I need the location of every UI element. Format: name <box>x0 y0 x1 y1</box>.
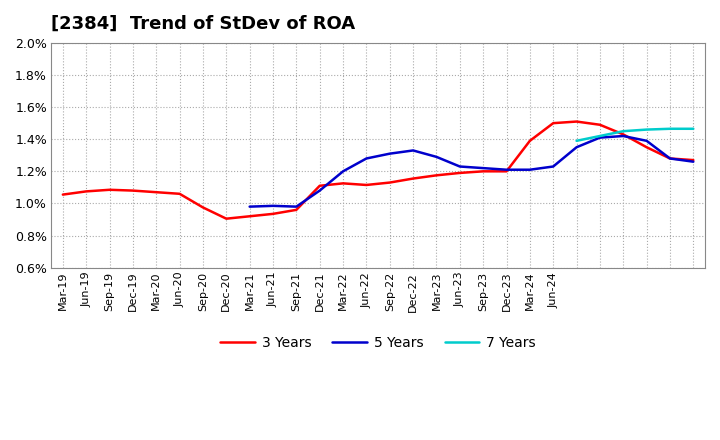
7 Years <box>572 138 581 143</box>
5 Years <box>479 165 487 171</box>
3 Years <box>595 122 604 128</box>
5 Years <box>549 164 557 169</box>
3 Years <box>315 183 324 188</box>
5 Years <box>502 167 510 172</box>
3 Years <box>152 190 161 195</box>
3 Years <box>409 176 418 181</box>
5 Years <box>642 138 651 143</box>
3 Years <box>666 156 675 161</box>
3 Years <box>456 170 464 176</box>
3 Years <box>199 205 207 210</box>
5 Years <box>315 188 324 193</box>
7 Years <box>642 127 651 132</box>
7 Years <box>595 133 604 139</box>
3 Years <box>502 169 510 174</box>
5 Years <box>362 156 371 161</box>
5 Years <box>572 145 581 150</box>
3 Years <box>338 181 347 186</box>
3 Years <box>479 169 487 174</box>
3 Years <box>526 138 534 143</box>
5 Years <box>246 204 254 209</box>
3 Years <box>129 188 138 193</box>
3 Years <box>549 121 557 126</box>
Line: 5 Years: 5 Years <box>250 136 693 207</box>
5 Years <box>619 133 628 139</box>
3 Years <box>432 172 441 178</box>
Line: 3 Years: 3 Years <box>63 121 693 219</box>
5 Years <box>526 167 534 172</box>
3 Years <box>385 180 394 185</box>
5 Years <box>432 154 441 160</box>
Text: [2384]  Trend of StDev of ROA: [2384] Trend of StDev of ROA <box>51 15 355 33</box>
Line: 7 Years: 7 Years <box>577 129 693 141</box>
5 Years <box>292 204 301 209</box>
7 Years <box>619 128 628 134</box>
7 Years <box>666 126 675 132</box>
3 Years <box>619 132 628 137</box>
3 Years <box>269 211 277 216</box>
3 Years <box>58 192 67 197</box>
5 Years <box>666 156 675 161</box>
3 Years <box>222 216 230 221</box>
5 Years <box>595 135 604 140</box>
5 Years <box>385 151 394 156</box>
3 Years <box>82 189 91 194</box>
5 Years <box>269 203 277 209</box>
7 Years <box>689 126 698 132</box>
5 Years <box>409 148 418 153</box>
3 Years <box>246 214 254 219</box>
3 Years <box>572 119 581 124</box>
3 Years <box>175 191 184 196</box>
3 Years <box>642 145 651 150</box>
5 Years <box>456 164 464 169</box>
3 Years <box>105 187 114 192</box>
3 Years <box>689 158 698 163</box>
Legend: 3 Years, 5 Years, 7 Years: 3 Years, 5 Years, 7 Years <box>215 330 541 355</box>
5 Years <box>338 169 347 174</box>
3 Years <box>292 207 301 213</box>
3 Years <box>362 182 371 187</box>
5 Years <box>689 159 698 164</box>
